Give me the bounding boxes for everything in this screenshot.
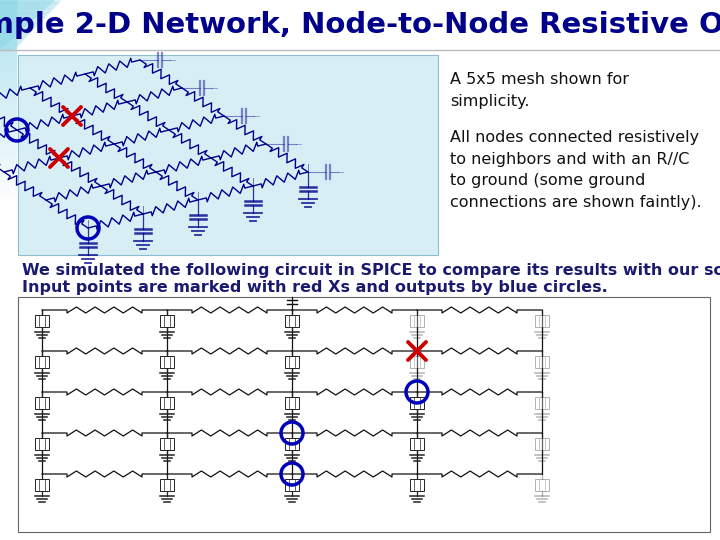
Bar <box>285 438 299 450</box>
Bar <box>535 438 549 450</box>
Bar <box>35 356 49 368</box>
Bar <box>18 55 438 255</box>
Text: A 5x5 mesh shown for
simplicity.: A 5x5 mesh shown for simplicity. <box>450 72 629 109</box>
Bar <box>35 397 49 409</box>
Bar <box>410 479 424 491</box>
Bar <box>285 356 299 368</box>
Bar <box>285 479 299 491</box>
Bar <box>535 479 549 491</box>
Bar <box>35 438 49 450</box>
Bar <box>160 397 174 409</box>
Bar <box>285 315 299 327</box>
Bar <box>160 479 174 491</box>
Bar <box>535 315 549 327</box>
Bar <box>410 397 424 409</box>
Bar <box>410 438 424 450</box>
Bar <box>410 356 424 368</box>
Bar <box>35 315 49 327</box>
Bar <box>410 315 424 327</box>
Text: All nodes connected resistively
to neighbors and with an R//C
to ground (some gr: All nodes connected resistively to neigh… <box>450 130 701 210</box>
Bar <box>160 356 174 368</box>
Text: Sample 2-D Network, Node-to-Node Resistive Only: Sample 2-D Network, Node-to-Node Resisti… <box>0 11 720 39</box>
Bar <box>35 479 49 491</box>
Bar <box>535 397 549 409</box>
Bar <box>285 397 299 409</box>
Bar <box>0 0 720 50</box>
Bar <box>535 356 549 368</box>
Text: Input points are marked with red Xs and outputs by blue circles.: Input points are marked with red Xs and … <box>22 280 608 295</box>
Bar <box>18 297 710 532</box>
Text: We simulated the following circuit in SPICE to compare its results with our solv: We simulated the following circuit in SP… <box>22 263 720 278</box>
Polygon shape <box>0 0 55 50</box>
Bar <box>160 315 174 327</box>
Bar <box>160 438 174 450</box>
